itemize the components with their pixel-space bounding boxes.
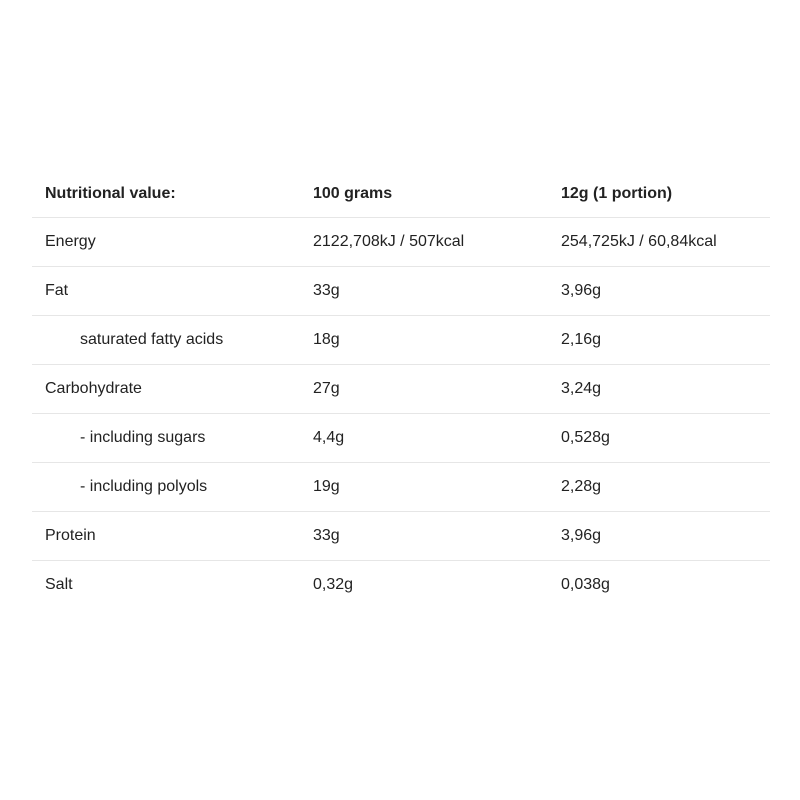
table-cell: Fat <box>32 266 300 316</box>
table-cell: - including polyols <box>32 462 300 512</box>
table-row: Salt 0,32g 0,038g <box>32 561 770 610</box>
table-cell: 18g <box>300 315 548 365</box>
table-row: Protein 33g 3,96g <box>32 511 770 561</box>
table-row: - including polyols 19g 2,28g <box>32 462 770 512</box>
table-cell: 4,4g <box>300 413 548 463</box>
table-cell: 33g <box>300 511 548 561</box>
table-cell: saturated fatty acids <box>32 315 300 365</box>
table-cell: 0,038g <box>561 576 610 593</box>
table-cell: Carbohydrate <box>32 364 300 414</box>
table-row: Fat 33g 3,96g <box>32 266 770 316</box>
header-cell: 12g (1 portion) <box>548 170 770 218</box>
table-cell: 2,28g <box>548 462 770 512</box>
header-row: Nutritional value: 100 grams 12g (1 port… <box>32 170 770 218</box>
table-cell: 254,725kJ / 60,84kcal <box>548 217 770 267</box>
table-cell: Energy <box>32 217 300 267</box>
table-row: - including sugars 4,4g 0,528g <box>32 413 770 463</box>
table-cell: 19g <box>300 462 548 512</box>
table-row: Carbohydrate 27g 3,24g <box>32 364 770 414</box>
header-cell: Nutritional value: <box>32 170 300 218</box>
table-cell: 2,16g <box>548 315 770 365</box>
table-cell: 0,32g <box>313 576 354 593</box>
table-cell: - including sugars <box>32 413 300 463</box>
table-cell: 3,96g <box>548 511 770 561</box>
table-cell: 0,528g <box>548 413 770 463</box>
table-cell: 27g <box>300 364 548 414</box>
table-cell: 3,24g <box>548 364 770 414</box>
table-cell: Salt <box>45 576 73 593</box>
table-row: Energy 2122,708kJ / 507kcal 254,725kJ / 60… <box>32 217 770 267</box>
header-cell: 100 grams <box>300 170 548 218</box>
table-row: saturated fatty acids 18g 2,16g <box>32 315 770 365</box>
table-cell: 2122,708kJ / 507kcal <box>300 217 548 267</box>
table-body: Energy 2122,708kJ / 507kcal 254,725kJ / 60… <box>32 217 770 610</box>
table-cell: Protein <box>32 511 300 561</box>
table-cell: 33g <box>300 266 548 316</box>
table-cell: 3,96g <box>548 266 770 316</box>
nutrition-table: Nutritional value: 100 grams 12g (1 port… <box>32 170 770 609</box>
